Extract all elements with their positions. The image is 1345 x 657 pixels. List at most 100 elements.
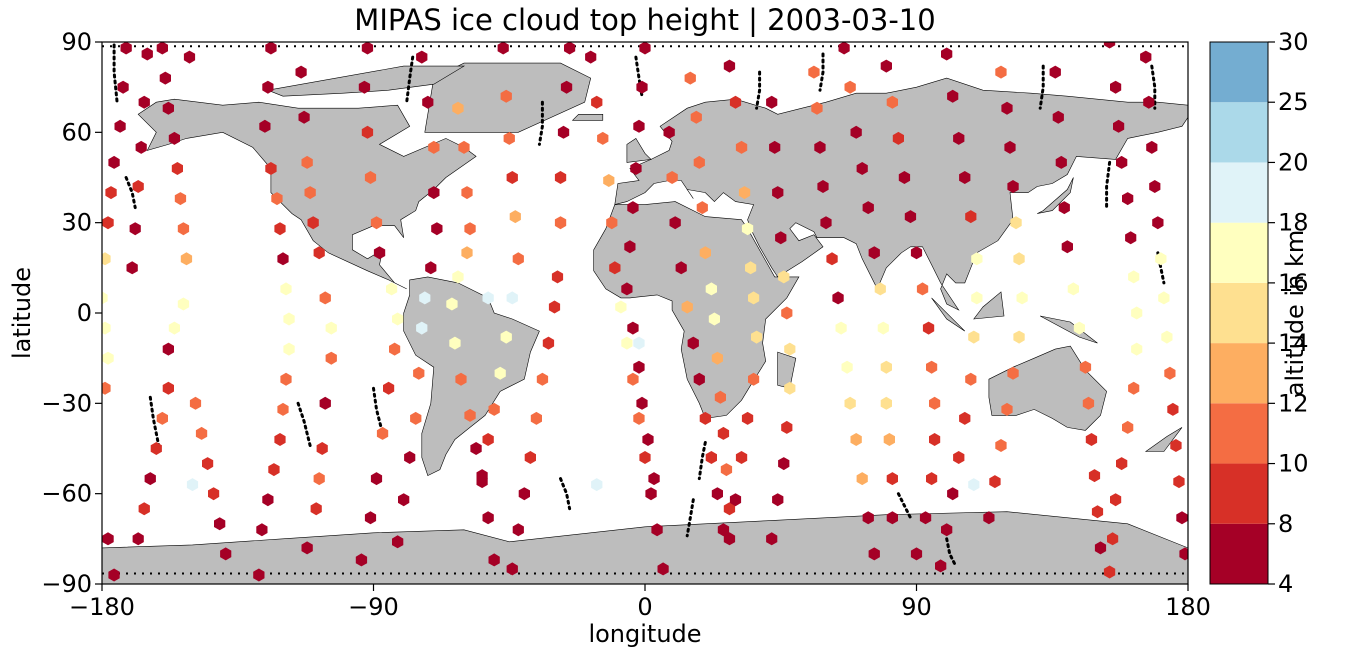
cloud-marker — [959, 171, 971, 184]
cloud-marker — [820, 216, 832, 230]
cloud-markers — [102, 42, 1188, 582]
cloud-marker — [512, 523, 524, 537]
cloud-marker — [1176, 511, 1188, 525]
cloud-marker — [156, 42, 168, 55]
cloud-marker — [1088, 469, 1101, 483]
cloud-marker — [832, 291, 844, 305]
cloud-marker — [271, 192, 283, 206]
cloud-marker — [775, 231, 787, 245]
cloud-marker — [410, 411, 422, 425]
cloud-marker — [138, 95, 150, 109]
cloud-marker — [910, 246, 923, 260]
cloud-marker — [325, 321, 337, 335]
cloud-marker — [419, 291, 431, 305]
land-polygon — [266, 65, 466, 97]
cloud-marker — [280, 372, 292, 386]
colorbar-bin — [1210, 343, 1268, 404]
cloud-marker — [488, 402, 500, 416]
cloud-marker — [1164, 366, 1176, 380]
cloud-marker — [1016, 291, 1028, 305]
cloud-marker — [826, 252, 838, 266]
orbit-track-segment — [945, 537, 958, 568]
cloud-marker — [304, 186, 316, 200]
cloud-marker — [458, 140, 470, 154]
cloud-marker — [624, 240, 636, 254]
cloud-marker — [666, 171, 678, 184]
cloud-marker — [1122, 192, 1134, 206]
cloud-marker — [1049, 65, 1061, 79]
cloud-marker — [929, 433, 941, 446]
cloud-marker — [313, 246, 325, 260]
cloud-marker — [138, 502, 150, 516]
cloud-marker — [1179, 547, 1188, 561]
chart-title: MIPAS ice cloud top height | 2003-03-10 — [354, 3, 935, 37]
cloud-marker — [361, 125, 374, 139]
cloud-marker — [690, 110, 702, 124]
colorbar-bin — [1210, 463, 1268, 524]
cloud-marker — [651, 523, 663, 537]
cloud-marker — [748, 372, 760, 386]
cloud-marker — [162, 101, 174, 115]
cloud-marker — [120, 42, 132, 55]
cloud-marker — [597, 131, 609, 145]
cloud-marker — [965, 372, 977, 386]
cloud-marker — [144, 472, 156, 486]
cloud-marker — [723, 502, 736, 516]
cloud-marker — [729, 493, 742, 507]
cloud-marker — [370, 472, 383, 486]
cloud-marker — [1052, 110, 1064, 124]
cloud-marker — [316, 442, 328, 455]
cloud-marker — [947, 89, 959, 103]
orbit-track-segment — [405, 55, 415, 104]
y-tick-label: 90 — [61, 28, 92, 56]
cloud-marker — [735, 451, 748, 464]
cloud-marker — [922, 321, 935, 335]
cloud-marker — [585, 50, 597, 64]
colorbar-bin — [1210, 222, 1268, 283]
x-tick-label: −180 — [69, 593, 135, 621]
cloud-marker — [929, 396, 941, 410]
cloud-marker — [189, 396, 202, 410]
cloud-marker — [319, 291, 331, 305]
cloud-marker — [904, 210, 917, 224]
cloud-marker — [705, 282, 717, 296]
cloud-marker — [373, 246, 386, 260]
cloud-marker — [518, 487, 530, 501]
colorbar-label: altitude in km — [1281, 230, 1309, 397]
cloud-marker — [503, 131, 515, 145]
cloud-marker — [422, 95, 434, 109]
cloud-marker — [636, 80, 648, 94]
cloud-marker — [174, 192, 187, 206]
cloud-marker — [717, 426, 730, 440]
orbit-track-segment — [124, 176, 137, 210]
cloud-marker — [696, 201, 708, 215]
cloud-marker — [202, 457, 214, 471]
cloud-marker — [102, 351, 114, 365]
y-axis-ticks: 90 60 30 0 −30 −60 −90 — [41, 28, 102, 598]
cloud-marker — [693, 155, 705, 169]
cloud-marker — [1143, 95, 1155, 109]
cloud-marker — [1007, 180, 1019, 193]
land-polygon — [973, 291, 1005, 320]
plot-area — [102, 42, 1188, 584]
cloud-marker — [413, 366, 425, 380]
cloud-marker — [1013, 330, 1025, 344]
cloud-marker — [693, 372, 705, 386]
cloud-marker — [1004, 140, 1016, 154]
orbit-track-segment — [296, 401, 312, 447]
cloud-marker — [171, 162, 183, 175]
cloud-marker — [208, 487, 220, 501]
cloud-marker — [735, 140, 748, 154]
cloud-marker — [1010, 216, 1022, 230]
cloud-marker — [564, 42, 576, 55]
land-polygon — [1144, 427, 1183, 452]
colorbar-bin — [1210, 102, 1268, 163]
cloud-marker — [135, 140, 147, 154]
cloud-marker — [642, 433, 654, 446]
cloud-marker — [880, 360, 892, 374]
x-tick-label: −90 — [348, 593, 399, 621]
cloud-marker — [464, 408, 476, 422]
cloud-marker — [989, 475, 1001, 489]
colorbar-tick-label: 20 — [1278, 148, 1309, 176]
cloud-marker — [1007, 366, 1019, 380]
